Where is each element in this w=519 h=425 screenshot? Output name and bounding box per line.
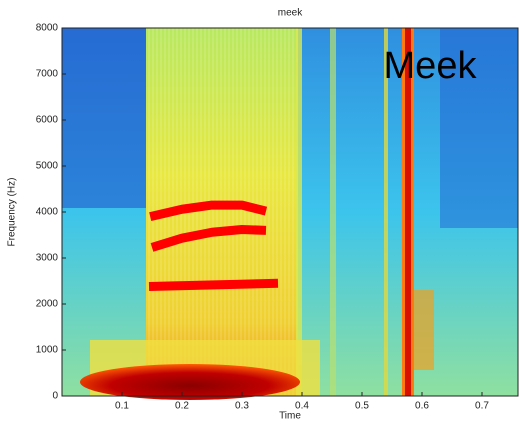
y-tick-label: 8000 bbox=[36, 23, 59, 34]
y-tick-label: 2000 bbox=[36, 299, 59, 310]
y-tick-label: 4000 bbox=[36, 207, 59, 218]
x-tick-label: 0.1 bbox=[115, 401, 129, 412]
x-tick-label: 0.2 bbox=[175, 401, 189, 412]
formant-line bbox=[150, 224, 267, 252]
chart-title: meek bbox=[278, 8, 303, 19]
y-tick-label: 5000 bbox=[36, 161, 59, 172]
x-tick-label: 0.6 bbox=[415, 401, 429, 412]
formant-line bbox=[149, 200, 268, 221]
x-tick-label: 0.7 bbox=[475, 401, 489, 412]
x-tick-label: 0.5 bbox=[355, 401, 369, 412]
y-tick-label: 7000 bbox=[36, 69, 59, 80]
annotation: Meek bbox=[384, 45, 478, 87]
y-tick-label: 1000 bbox=[36, 345, 59, 356]
formant-line bbox=[148, 278, 279, 292]
y-tick-label: 6000 bbox=[36, 115, 59, 126]
x-tick-label: 0.4 bbox=[295, 401, 309, 412]
x-axis-label: Time bbox=[279, 411, 301, 422]
y-tick-label: 3000 bbox=[36, 253, 59, 264]
y-tick-label: 0 bbox=[52, 391, 58, 402]
x-tick-label: 0.3 bbox=[235, 401, 249, 412]
y-axis-label: Frequency (Hz) bbox=[7, 178, 18, 247]
